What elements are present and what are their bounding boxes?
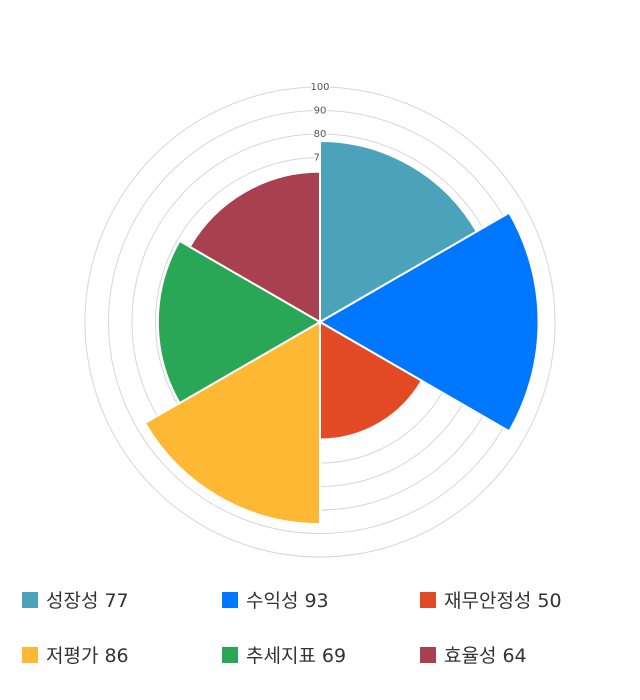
legend-label: 추세지표 69 (246, 645, 346, 667)
legend-label: 재무안정성 50 (444, 590, 562, 612)
grid-ring (84, 86, 556, 558)
legend-swatch (222, 647, 238, 663)
legend-name: 추세지표 (246, 645, 316, 667)
r-tick-label: 80 (314, 129, 327, 140)
segment (188, 170, 321, 324)
legend-name: 재무안정성 (444, 590, 531, 612)
legend-label: 성장성 77 (46, 590, 129, 612)
legend-swatch (420, 647, 436, 663)
legend-swatch (22, 592, 38, 608)
legend-value: 50 (537, 590, 561, 612)
segment (319, 140, 479, 324)
legend-label: 수익성 93 (246, 590, 329, 612)
legend-value: 64 (502, 645, 526, 667)
legend-swatch (22, 647, 38, 663)
segment (317, 211, 540, 433)
legend-swatch (420, 592, 436, 608)
legend-name: 성장성 (46, 590, 98, 612)
r-tick-label: 100 (310, 82, 329, 93)
legend-name: 저평가 (46, 645, 98, 667)
segment (143, 320, 321, 526)
segment (319, 320, 424, 441)
segment (156, 239, 322, 405)
legend-value: 93 (304, 590, 328, 612)
legend-label: 효율성 64 (444, 645, 527, 667)
legend-swatch (222, 592, 238, 608)
legend-name: 효율성 (444, 645, 496, 667)
r-tick-label: 90 (314, 106, 327, 117)
legend-value: 69 (322, 645, 346, 667)
legend-value: 77 (104, 590, 128, 612)
legend-value: 86 (104, 645, 128, 667)
legend-label: 저평가 86 (46, 645, 129, 667)
legend-name: 수익성 (246, 590, 298, 612)
